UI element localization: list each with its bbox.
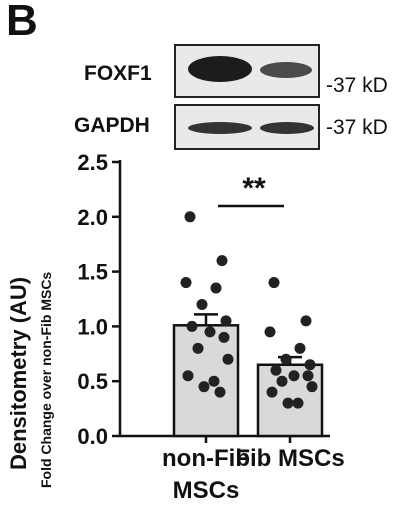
data-point [304, 359, 316, 371]
data-point [186, 320, 198, 332]
data-point [302, 370, 314, 382]
y-tick-label: 1.0 [77, 314, 108, 339]
data-point [288, 370, 300, 382]
band-gapdh-fib [260, 122, 314, 134]
data-point [210, 282, 222, 294]
data-point [208, 375, 220, 387]
blot-foxf1 [174, 44, 320, 98]
data-point [264, 326, 276, 338]
data-point [196, 298, 208, 310]
band-foxf1-nonfib [188, 56, 252, 82]
data-point [180, 277, 192, 289]
data-point [222, 353, 234, 365]
data-point [214, 386, 226, 398]
data-point [268, 277, 280, 289]
data-point [280, 353, 292, 365]
data-point [198, 381, 210, 393]
data-point [292, 397, 304, 409]
x-tick-label: non-Fib [162, 445, 250, 472]
data-point [282, 397, 294, 409]
data-point [220, 315, 232, 327]
data-point [204, 326, 216, 338]
data-point [270, 364, 282, 376]
kd-label-gapdh: -37 kD [326, 116, 388, 139]
data-point [294, 342, 306, 354]
significance-label: ** [242, 172, 266, 205]
y-tick-label: 0.5 [77, 369, 108, 394]
band-gapdh-nonfib [188, 122, 252, 134]
data-point [218, 331, 230, 343]
band-foxf1-fib [260, 62, 312, 78]
bar [172, 324, 240, 438]
panel-letter: B [6, 0, 38, 45]
data-point [216, 255, 228, 267]
data-point [182, 370, 194, 382]
x-tick-label: Fib MSCs [235, 445, 344, 472]
y-tick-label: 1.5 [77, 260, 108, 285]
data-point [184, 211, 196, 223]
y-tick-label: 2.0 [77, 205, 108, 230]
blot-label-gapdh: GAPDH [74, 114, 150, 137]
data-point [306, 381, 318, 393]
blot-label-foxf1: FOXF1 [84, 62, 152, 85]
blot-gapdh [174, 104, 320, 150]
data-point [192, 342, 204, 354]
data-point [276, 375, 288, 387]
data-point [266, 386, 278, 398]
kd-label-foxf1: -37 kD [326, 74, 388, 97]
data-point [300, 315, 312, 327]
x-tick-label: MSCs [173, 477, 240, 504]
y-tick-label: 0.0 [77, 424, 108, 449]
y-tick-label: 2.5 [77, 150, 108, 175]
